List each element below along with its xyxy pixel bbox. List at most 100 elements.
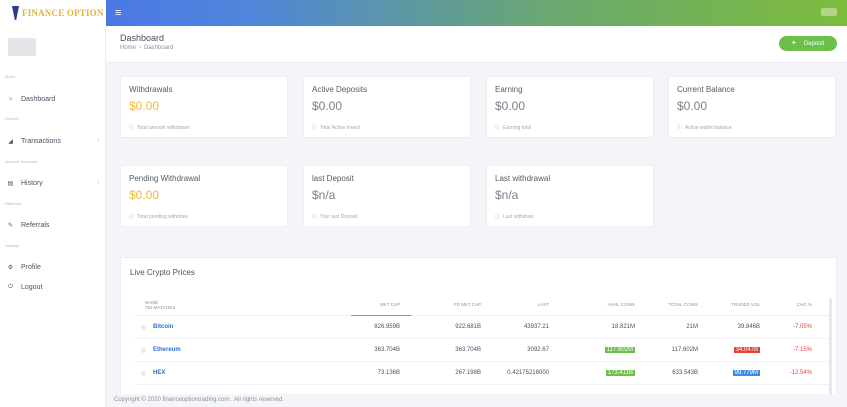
section-label-finance: Finance (5, 116, 20, 121)
breadcrumb-home[interactable]: Home (120, 45, 137, 51)
card-active-deposits: Active Deposits $0.00 ⓘ Total Active Inve… (303, 76, 471, 138)
table-scrollbar[interactable] (829, 298, 832, 398)
card-value: $0.00 (495, 99, 526, 113)
logo-mark-icon (12, 6, 19, 20)
card-foot: ⓘ Earning total (495, 124, 531, 131)
user-menu-button[interactable] (821, 8, 837, 16)
cell-chg: -7.15% (792, 347, 812, 353)
card-foot-text: Total amount withdrawn (137, 125, 190, 131)
breadcrumb: Home › Dashboard (120, 45, 173, 51)
sidebar-item-dashboard[interactable]: ⌂ Dashboard (7, 93, 99, 105)
card-foot: ⓘ Total Active Invest (312, 124, 360, 131)
info-icon: ⓘ (495, 214, 501, 220)
cell-chg: -12.54% (789, 370, 812, 376)
column-header-chg[interactable]: CHG % (796, 302, 812, 307)
sidebar-item-profile[interactable]: ⚙ Profile (7, 261, 99, 273)
favorite-dot-icon[interactable] (141, 371, 146, 376)
chevron-right-icon: › (97, 138, 99, 144)
gears-icon: ⚙ (7, 264, 14, 271)
table-row[interactable]: HEX 73.136B 267.198B 0.42175218000 173.4… (135, 363, 831, 385)
cell-last: 3092.67 (527, 347, 549, 353)
favorite-dot-icon[interactable] (141, 325, 146, 330)
cell-mkt-cap: 826.959B (374, 324, 400, 330)
coin-name[interactable]: Ethereum (153, 347, 181, 353)
sidebar: MAIN ⌂ Dashboard Finance ◢ Transactions … (0, 26, 106, 407)
crypto-prices-panel: Live Crypto Prices NAME 793 MATCHES MKT … (120, 257, 837, 407)
card-title: Pending Withdrawal (129, 174, 201, 183)
avatar[interactable] (8, 38, 36, 56)
card-foot: ⓘ Last withdraw (495, 213, 534, 220)
deposit-button[interactable]: + Deposit (779, 36, 837, 51)
footer: Copyright © 2020 financeoptiontrading.co… (106, 394, 847, 407)
column-header-total-coins[interactable]: TOTAL COINS (668, 302, 698, 307)
cell-last: 0.42175218000 (507, 370, 549, 376)
cell-avail-coins: 18.821M (611, 324, 635, 330)
cell-total-coins: 21M (686, 324, 698, 330)
active-sort-indicator (351, 315, 411, 316)
card-foot-text: Your last Deposit (320, 214, 358, 220)
card-value: $0.00 (677, 99, 708, 113)
home-icon: ⌂ (8, 96, 13, 102)
info-icon: ⓘ (312, 214, 318, 220)
card-value: $n/a (495, 188, 519, 202)
plus-icon: + (791, 40, 796, 47)
power-icon: ⏻ (8, 283, 13, 290)
card-foot: ⓘ Active wallet balance (677, 124, 732, 131)
cell-chg: -7.05% (792, 324, 812, 330)
coin-name[interactable]: HEX (153, 370, 166, 376)
card-foot: ⓘ Total amount withdrawn (129, 124, 190, 131)
column-header-traded-vol[interactable]: TRADED VOL (731, 302, 760, 307)
breadcrumb-current: Dashboard (144, 45, 174, 51)
sidebar-item-label: Referrals (21, 221, 50, 229)
list-icon: ▤ (7, 180, 14, 187)
card-foot: ⓘ Your last Deposit (312, 213, 358, 220)
card-value: $0.00 (129, 99, 160, 113)
link-icon: ✎ (7, 222, 14, 229)
column-header-mkt-cap[interactable]: MKT CAP (380, 302, 400, 307)
card-withdrawals: Withdrawals $0.00 ⓘ Total amount withdraw… (120, 76, 288, 138)
top-navbar: FINANCE OPTION ≡ (0, 0, 847, 26)
sidebar-item-transactions[interactable]: ◢ Transactions › (7, 135, 99, 147)
cell-avail-coins: 173.411B (605, 370, 635, 376)
sidebar-item-label: Dashboard (21, 95, 56, 103)
card-value: $0.00 (312, 99, 343, 113)
section-label-referrals: Referrals (5, 201, 22, 206)
card-pending-withdrawal: Pending Withdrawal $0.00 ⓘ Total pending … (120, 165, 288, 227)
hamburger-menu-icon[interactable]: ≡ (115, 7, 122, 19)
info-icon: ⓘ (495, 125, 501, 131)
cell-avail-coins: 117.602M (604, 347, 635, 353)
card-last-withdrawal: Last withdrawal $n/a ⓘ Last withdraw (486, 165, 654, 227)
column-header-fd-mkt-cap[interactable]: FD MKT CAP (453, 302, 481, 307)
info-icon: ⓘ (312, 125, 318, 131)
sidebar-item-logout[interactable]: ⏻ Logout (7, 281, 99, 293)
sidebar-item-label: Transactions (21, 137, 61, 145)
column-header-last[interactable]: LAST (537, 302, 549, 307)
card-title: last Deposit (312, 174, 354, 183)
card-title: Active Deposits (312, 85, 368, 94)
sidebar-item-referrals[interactable]: ✎ Referrals (7, 219, 99, 231)
logo[interactable]: FINANCE OPTION (0, 0, 106, 26)
card-earning: Earning $0.00 ⓘ Earning total (486, 76, 654, 138)
cell-traded-vol: 99.779M (732, 370, 760, 376)
section-label-main: MAIN (5, 74, 15, 79)
coin-name[interactable]: Bitcoin (153, 324, 174, 330)
cell-fd-mkt-cap: 363.704B (455, 347, 481, 353)
favorite-dot-icon[interactable] (141, 348, 146, 353)
card-title: Withdrawals (129, 85, 173, 94)
column-header-name[interactable]: NAME 793 MATCHES (145, 300, 175, 310)
table-row[interactable]: Bitcoin 826.959B 922.681B 43937.21 18.82… (135, 317, 831, 339)
card-title: Earning (495, 85, 523, 94)
column-header-label: NAME (145, 300, 159, 305)
chevron-right-icon: › (97, 180, 99, 186)
cell-total-coins: 117.602M (671, 347, 698, 353)
card-value: $0.00 (129, 188, 160, 202)
table-row[interactable]: Ethereum 363.704B 363.704B 3092.67 117.6… (135, 340, 831, 362)
logo-text: FINANCE OPTION (22, 8, 104, 18)
column-header-avail-coins[interactable]: AVAIL COINS (607, 302, 635, 307)
cell-mkt-cap: 73.136B (377, 370, 400, 376)
sidebar-item-history[interactable]: ▤ History › (7, 177, 99, 189)
cell-total-coins: 633.543B (672, 370, 698, 376)
info-icon: ⓘ (129, 125, 135, 131)
panel-title: Live Crypto Prices (130, 268, 195, 277)
cell-traded-vol: 34.047B (733, 347, 760, 353)
